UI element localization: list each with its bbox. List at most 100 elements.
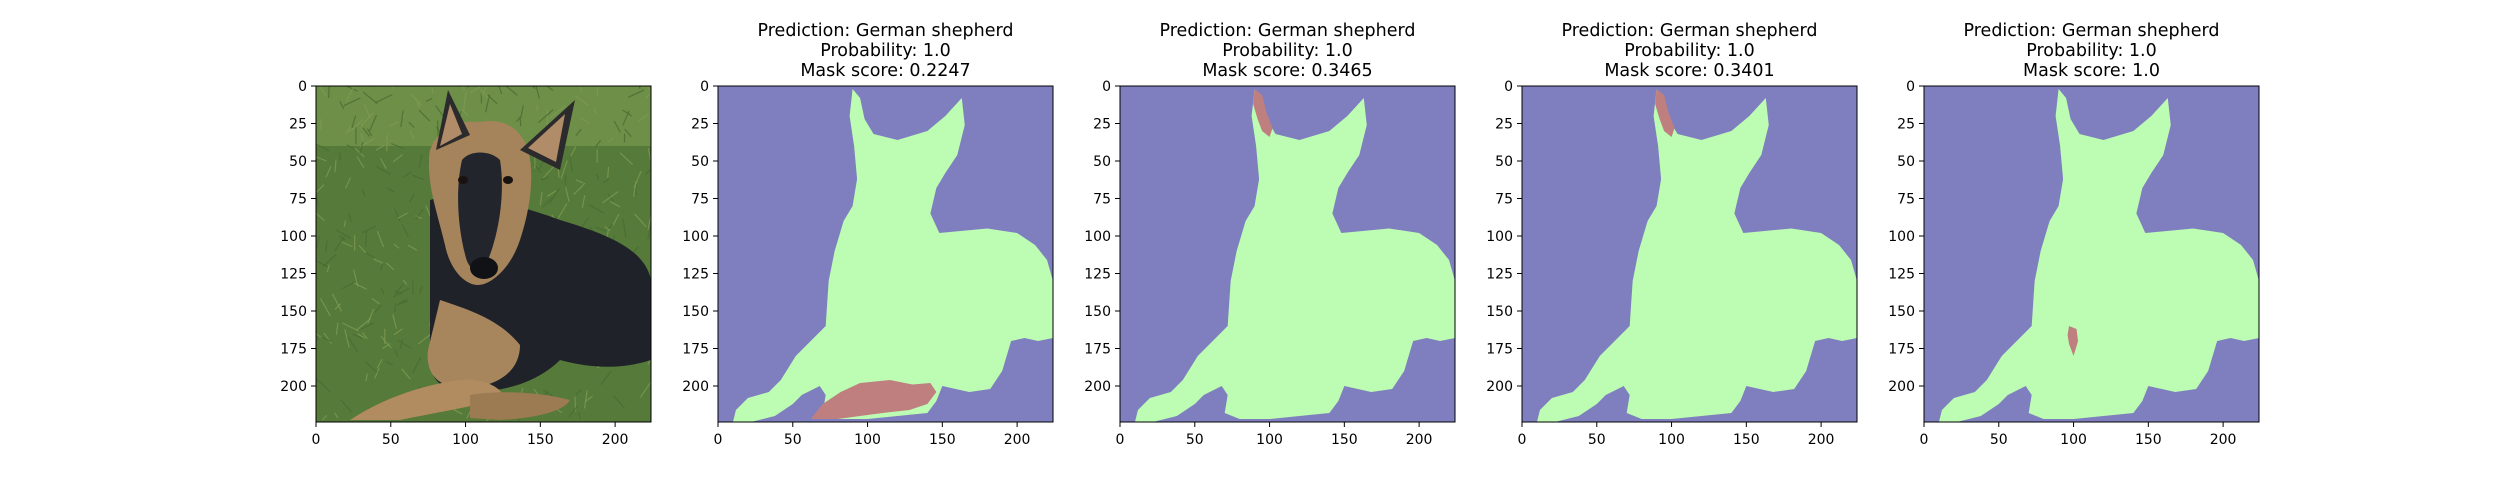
grass-blade [316, 377, 331, 392]
photo-panel [316, 86, 651, 422]
y-tick-label: 100 [1486, 229, 1513, 245]
grass-blade [351, 118, 364, 131]
grass-blade [394, 208, 401, 222]
grass-blade [380, 263, 384, 271]
grass-blade [608, 137, 614, 143]
y-tick-label: 50 [1495, 154, 1513, 170]
grass-blade [322, 336, 332, 343]
grass-blade [546, 190, 557, 197]
grass-blade [346, 144, 357, 151]
y-tick-label: 200 [280, 379, 307, 395]
y-tick-label: 125 [1888, 267, 1915, 283]
grass-blade [415, 215, 423, 220]
panel-title-line: Prediction: German shepherd [758, 21, 1014, 41]
grass-blade [402, 279, 408, 285]
grass-blade [403, 171, 412, 178]
grass-blade [394, 283, 404, 295]
x-tick-label: 50 [1186, 432, 1204, 448]
grass-blade [375, 144, 385, 151]
panel-title-line: Probability: 1.0 [1624, 41, 1755, 61]
grass-blade [408, 193, 415, 203]
grass-blade [602, 191, 619, 204]
grass-blade [425, 97, 433, 102]
grass-blade [466, 411, 471, 419]
x-tick-label: 50 [382, 432, 400, 448]
grass-blade [316, 184, 325, 193]
grass-blade [316, 156, 327, 162]
grass-blade [365, 361, 378, 373]
grass-blade [431, 86, 434, 94]
grass-blade [546, 86, 554, 91]
grass-blade [326, 264, 330, 273]
grass-blade [595, 173, 600, 181]
y-tick-label: 150 [1084, 304, 1111, 320]
grass-blade [410, 93, 422, 106]
grass-blade [634, 213, 647, 228]
x-tick-label: 200 [2210, 432, 2237, 448]
panel-title-line: Mask score: 0.3465 [1202, 61, 1372, 81]
grass-blade [360, 112, 374, 127]
grass-blade [367, 308, 375, 324]
y-tick-label: 125 [1084, 267, 1111, 283]
y-tick-label: 50 [1093, 154, 1111, 170]
grass-blade [397, 212, 408, 219]
panel-title-line: Prediction: German shepherd [1160, 21, 1416, 41]
grass-blade [380, 335, 392, 349]
grass-blade [380, 157, 387, 169]
y-tick-label: 25 [691, 117, 709, 133]
axes-3: 0 50 100 150 200 0 25 50 75 100 125 150 175 200 [1084, 79, 1456, 448]
grass-blade [316, 236, 320, 248]
panel-title-line: Mask score: 1.0 [2023, 61, 2160, 81]
grass-blade [360, 322, 374, 330]
grass-blade [542, 164, 556, 179]
grass-blade [356, 156, 365, 168]
x-tick-label: 100 [2060, 432, 2087, 448]
grass-blade [374, 304, 382, 313]
y-tick-label: 25 [289, 117, 307, 133]
dog-photo [316, 86, 651, 422]
x-tick-label: 100 [1256, 432, 1283, 448]
y-tick-label: 150 [1486, 304, 1513, 320]
grass-blade [647, 148, 651, 161]
grass-blade [607, 193, 615, 203]
grass-blade [595, 226, 607, 232]
y-tick-label: 75 [1897, 192, 1915, 208]
grass-blade [548, 188, 560, 204]
grass-blade [316, 329, 319, 342]
grass-blade [387, 187, 395, 193]
axes-layer: 0 50 100 150 200 0 25 50 75 100 125 150 175 200 0 50 100… [280, 79, 2260, 448]
grass-blade [394, 303, 397, 312]
highlight-mask [2067, 326, 2079, 356]
grass-blade [596, 86, 599, 96]
highlight-mask [810, 380, 937, 419]
y-tick-label: 50 [289, 154, 307, 170]
grass-blade [398, 339, 412, 350]
grass-blade [348, 213, 352, 223]
grass-blade [363, 104, 371, 119]
grass-blade [334, 236, 345, 252]
y-tick-label: 100 [1084, 229, 1111, 245]
grass-blade [351, 115, 357, 129]
grass-blade [361, 332, 368, 340]
y-tick-label: 75 [691, 192, 709, 208]
grass-blade [323, 332, 333, 345]
grass-blade [328, 86, 330, 98]
y-tick-label: 200 [1084, 379, 1111, 395]
grass-blade [399, 300, 409, 305]
y-tick-label: 25 [1495, 117, 1513, 133]
x-tick-label: 0 [312, 432, 321, 448]
panel-title-line: Probability: 1.0 [820, 41, 951, 61]
grass-blade [382, 342, 391, 350]
axes-5: 0 50 100 150 200 0 25 50 75 100 125 150 175 200 [1888, 79, 2260, 448]
grass-blade [392, 314, 397, 329]
grass-blade [638, 113, 650, 122]
x-tick-label: 200 [1406, 432, 1433, 448]
axes-frame [717, 85, 1054, 423]
grass-blade [369, 86, 372, 87]
grass-blade [573, 182, 586, 195]
grass-blade [533, 388, 539, 396]
grass-blade [412, 356, 422, 374]
grass-blade [374, 367, 380, 379]
grass-blade [409, 131, 415, 139]
